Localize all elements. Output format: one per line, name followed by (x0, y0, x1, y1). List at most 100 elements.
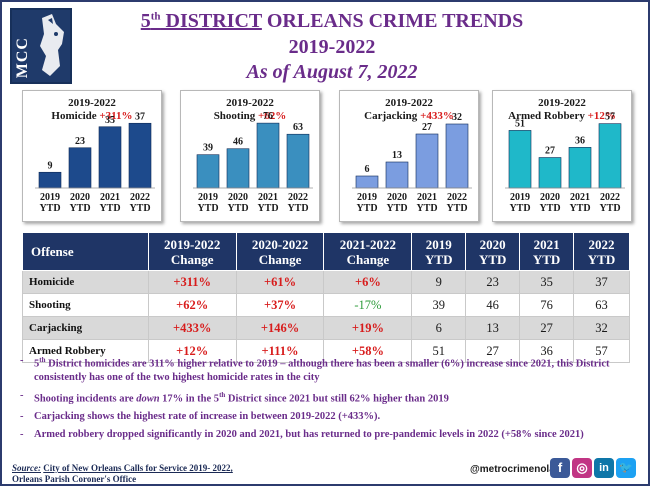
tick-label: 2019 (510, 192, 530, 203)
table-row: Homicide +311% +61% +6% 9 23 35 37 (22, 270, 630, 294)
tick-label: YTD (416, 203, 437, 214)
data-label: 13 (392, 150, 402, 161)
tick-label: YTD (227, 203, 248, 214)
table-cell: 6 (411, 316, 467, 340)
data-label: 6 (365, 164, 370, 175)
table-cell: 37 (573, 270, 630, 294)
social-handle[interactable]: @metrocrimenola (470, 464, 555, 475)
bar (128, 122, 152, 189)
data-label: 46 (233, 137, 243, 148)
finding-carjacking: Carjacking shows the highest rate of inc… (16, 410, 636, 423)
tick-label: 2020 (540, 192, 560, 203)
bar (256, 122, 280, 189)
bar (286, 133, 310, 189)
table-header: 2019-2022 Change (147, 232, 237, 271)
logo-text: MCC (14, 36, 31, 78)
tick-label: YTD (39, 203, 60, 214)
bar (538, 157, 562, 189)
tick-label: YTD (509, 203, 530, 214)
tick-label: YTD (539, 203, 560, 214)
bar (445, 123, 469, 189)
tick-label: 2021 (570, 192, 590, 203)
chart-card-carjacking: 2019-2022 Carjacking +433% 6 2019 YTD 13 202… (339, 90, 479, 222)
bar (385, 161, 409, 189)
table-row: Shooting +62% +37% -17% 39 46 76 63 (22, 293, 630, 317)
page-title: 5th DISTRICT ORLEANS CRIME TRENDS (82, 10, 582, 33)
source-link[interactable]: City of New Orleans Calls for Service 20… (43, 463, 233, 473)
tick-label: 2021 (417, 192, 437, 203)
table-cell: 27 (519, 316, 575, 340)
tick-label: 2022 (288, 192, 308, 203)
bar (226, 148, 250, 189)
table-cell: +19% (323, 316, 413, 340)
chart-title: 2019-2022 Armed Robbery +12% (508, 97, 616, 122)
table-cell: +433% (147, 316, 237, 340)
source-note: Source: City of New Orleans Calls for Se… (12, 463, 233, 484)
table-cell: Homicide (22, 270, 149, 294)
tick-label: 2020 (387, 192, 407, 203)
title-as-of: As of August 7, 2022 (246, 61, 418, 83)
table-cell: +37% (235, 293, 325, 317)
bar (598, 123, 622, 189)
chart-title: 2019-2022 Carjacking +433% (364, 97, 454, 122)
table-cell: +62% (147, 293, 237, 317)
facebook-icon[interactable]: f (550, 458, 570, 478)
table-header: 2020-2022 Change (235, 232, 325, 271)
table-cell: Shooting (22, 293, 149, 317)
tick-label: YTD (129, 203, 150, 214)
instagram-icon[interactable]: ◎ (572, 458, 592, 478)
tick-label: YTD (386, 203, 407, 214)
table-cell: 23 (465, 270, 521, 294)
tick-label: YTD (257, 203, 278, 214)
chart-title: 2019-2022 Homicide +311% (51, 97, 133, 122)
data-label: 76 (263, 111, 273, 122)
mcc-logo: MCC (10, 8, 72, 84)
bar (568, 147, 592, 189)
data-label: 51 (515, 118, 525, 129)
findings-list: 5th District homicides are 311% higher r… (16, 354, 636, 446)
table-header-row: Offense 2019-2022 Change 2020-2022 Chang… (22, 232, 630, 271)
table-header: 2020 YTD (465, 232, 521, 271)
bar (355, 175, 379, 189)
table-header: 2022 YTD (573, 232, 630, 271)
chart-card-armed-robbery: 2019-2022 Armed Robbery +12% 51 2019 YTD 27… (492, 90, 632, 222)
table-header: Offense (22, 232, 149, 271)
crime-table: Offense 2019-2022 Change 2020-2022 Chang… (22, 232, 630, 363)
tick-label: 2019 (40, 192, 60, 203)
chart-title: 2019-2022 Shooting +62% (213, 97, 287, 122)
table-header: 2021-2022 Change (323, 232, 413, 271)
tick-label: 2022 (447, 192, 467, 203)
table-cell: 32 (573, 316, 630, 340)
table-cell: Carjacking (22, 316, 149, 340)
table-cell: +311% (147, 270, 237, 294)
twitter-icon[interactable]: 🐦 (616, 458, 636, 478)
bar (196, 154, 220, 189)
data-label: 35 (105, 115, 115, 126)
tick-label: 2021 (100, 192, 120, 203)
title-years: 2019-2022 (288, 36, 376, 58)
data-label: 37 (135, 111, 145, 122)
table-cell: 63 (573, 293, 630, 317)
table-row: Carjacking +433% +146% +19% 6 13 27 32 (22, 316, 630, 340)
table-cell: 76 (519, 293, 575, 317)
table-cell: 9 (411, 270, 467, 294)
data-label: 27 (422, 122, 432, 133)
title-rest: ORLEANS CRIME TRENDS (261, 10, 524, 32)
data-label: 57 (605, 112, 615, 123)
data-label: 32 (452, 112, 462, 123)
bar (415, 133, 439, 189)
data-label: 36 (575, 135, 585, 146)
table-cell: +61% (235, 270, 325, 294)
linkedin-icon[interactable]: in (594, 458, 614, 478)
chart-card-homicide: 2019-2022 Homicide +311% 9 2019 YTD 23 2020 Y… (22, 90, 162, 222)
table-cell: 39 (411, 293, 467, 317)
finding-shooting: Shooting incidents are down 17% in the 5… (16, 389, 636, 406)
tick-label: YTD (599, 203, 620, 214)
data-label: 23 (75, 136, 85, 147)
data-label: 27 (545, 146, 555, 157)
tick-label: 2022 (600, 192, 620, 203)
table-cell: 13 (465, 316, 521, 340)
